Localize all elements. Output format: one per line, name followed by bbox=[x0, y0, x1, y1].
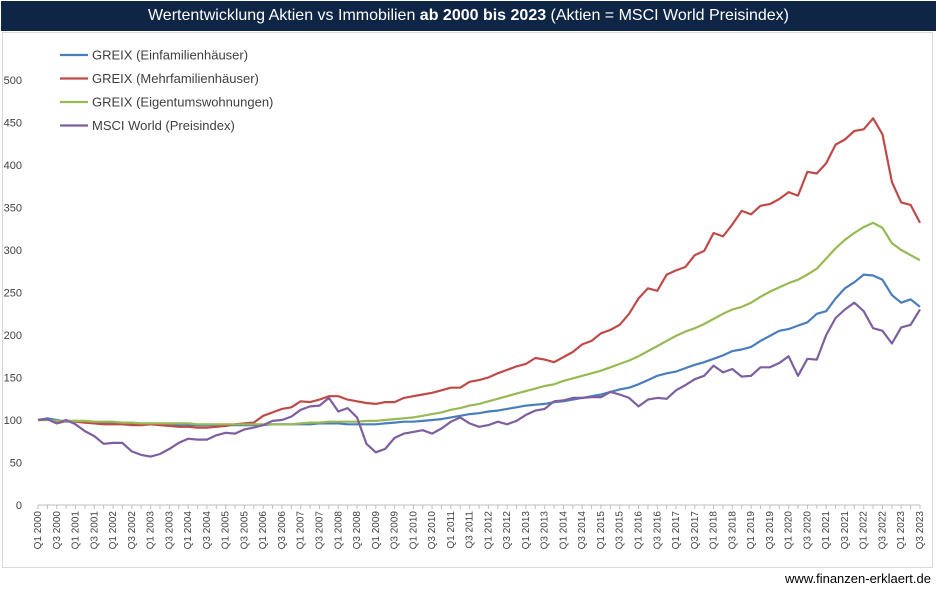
legend-label-4: MSCI World (Preisindex) bbox=[92, 118, 235, 133]
x-tick-label: Q1 2020 bbox=[784, 511, 795, 550]
series-line-3 bbox=[38, 221, 921, 426]
x-tick-label: Q1 2022 bbox=[859, 511, 870, 550]
x-tick-label: Q1 2013 bbox=[521, 511, 532, 550]
chart-title-part1: Wertentwicklung Aktien vs Immobilien bbox=[147, 7, 420, 24]
x-tick-label: Q3 2001 bbox=[89, 511, 100, 550]
x-tick-label: Q1 2004 bbox=[183, 511, 194, 550]
x-tick-label: Q3 2014 bbox=[577, 511, 588, 550]
x-tick-label: Q3 2010 bbox=[427, 511, 438, 550]
x-tick-label: Q1 2002 bbox=[108, 511, 119, 550]
x-tick-label: Q3 2003 bbox=[164, 511, 175, 550]
x-tick-label: Q3 2004 bbox=[202, 511, 213, 550]
x-tick-label: Q3 2006 bbox=[277, 511, 288, 550]
chart-area bbox=[2, 32, 933, 568]
x-tick-label: Q3 2023 bbox=[915, 511, 926, 550]
x-tick-label: Q3 2019 bbox=[765, 511, 776, 550]
x-tick-label: Q3 2007 bbox=[314, 511, 325, 550]
x-tick-label: Q1 2000 bbox=[33, 511, 44, 550]
x-tick-label: Q3 2015 bbox=[615, 511, 626, 550]
x-tick-label: Q1 2008 bbox=[333, 511, 344, 550]
x-tick-label: Q1 2003 bbox=[146, 511, 157, 550]
x-tick-label: Q3 2005 bbox=[239, 511, 250, 550]
chart-title-part2: (Aktien = MSCI World Preisindex) bbox=[546, 7, 789, 24]
x-tick-label: Q1 2023 bbox=[896, 511, 907, 550]
x-tick-label: Q3 2008 bbox=[352, 511, 363, 550]
x-tick-label: Q1 2014 bbox=[558, 511, 569, 550]
x-tick-label: Q3 2012 bbox=[502, 511, 513, 550]
chart-title-bold: ab 2000 bis 2023 bbox=[419, 7, 547, 24]
x-tick-label: Q1 2011 bbox=[446, 511, 457, 549]
x-tick-label: Q1 2021 bbox=[821, 511, 832, 550]
x-tick-label: Q3 2000 bbox=[52, 511, 63, 550]
x-tick-label: Q3 2013 bbox=[540, 511, 551, 550]
y-tick-label: 50 bbox=[10, 458, 22, 470]
x-tick-label: Q1 2006 bbox=[258, 511, 269, 550]
y-tick-label: 500 bbox=[4, 75, 22, 87]
x-tick-label: Q1 2017 bbox=[671, 511, 682, 550]
y-tick-label: 100 bbox=[4, 415, 22, 427]
x-tick-label: Q1 2012 bbox=[483, 511, 494, 550]
series-line-4 bbox=[37, 301, 921, 458]
x-tick-label: Q3 2020 bbox=[802, 511, 813, 550]
x-tick-label: Q3 2009 bbox=[390, 511, 401, 550]
legend-label-3: GREIX (Eigentumswohnungen) bbox=[92, 95, 273, 110]
y-tick-label: 300 bbox=[4, 245, 22, 257]
y-tick-label: 150 bbox=[4, 373, 22, 385]
legend-label-1: GREIX (Einfamilienhäuser) bbox=[92, 48, 248, 63]
y-tick-label: 200 bbox=[4, 330, 22, 342]
series-line-1 bbox=[37, 273, 921, 427]
y-tick-label: 400 bbox=[4, 160, 22, 172]
y-tick-label: 450 bbox=[4, 118, 22, 130]
x-tick-label: Q3 2016 bbox=[652, 511, 663, 550]
x-tick-label: Q1 2016 bbox=[634, 511, 645, 550]
x-tick-label: Q1 2007 bbox=[296, 511, 307, 550]
series-line-2 bbox=[37, 117, 921, 429]
source-label: www.finanzen-erklaert.de bbox=[785, 571, 931, 586]
x-tick-label: Q3 2011 bbox=[465, 511, 476, 549]
legend-label-2: GREIX (Mehrfamilienhäuser) bbox=[92, 71, 259, 86]
x-tick-label: Q3 2002 bbox=[127, 511, 138, 550]
y-tick-label: 350 bbox=[4, 203, 22, 215]
chart-title: Wertentwicklung Aktien vs Immobilien ab … bbox=[1, 1, 936, 31]
x-tick-label: Q3 2018 bbox=[727, 511, 738, 550]
x-tick-label: Q1 2019 bbox=[746, 511, 757, 550]
x-tick-label: Q1 2009 bbox=[371, 511, 382, 550]
y-tick-label: 250 bbox=[4, 288, 22, 300]
x-tick-label: Q3 2022 bbox=[877, 511, 888, 550]
x-tick-label: Q1 2001 bbox=[71, 511, 82, 550]
x-tick-label: Q1 2010 bbox=[408, 511, 419, 550]
x-tick-label: Q3 2017 bbox=[690, 511, 701, 550]
y-tick-label: 0 bbox=[16, 500, 22, 512]
x-tick-label: Q1 2018 bbox=[709, 511, 720, 550]
x-tick-label: Q3 2021 bbox=[840, 511, 851, 550]
x-tick-label: Q1 2015 bbox=[596, 511, 607, 550]
x-tick-label: Q1 2005 bbox=[221, 511, 232, 550]
